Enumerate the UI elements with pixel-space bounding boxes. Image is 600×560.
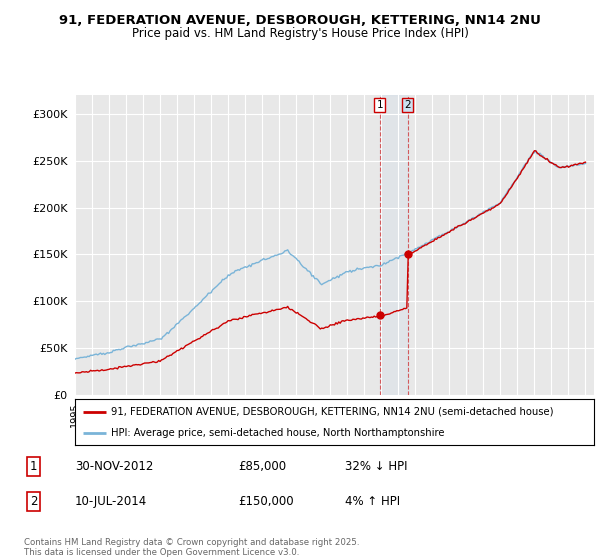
Text: £150,000: £150,000 — [238, 494, 294, 508]
Text: 2: 2 — [29, 494, 37, 508]
Text: £85,000: £85,000 — [238, 460, 286, 473]
Text: 91, FEDERATION AVENUE, DESBOROUGH, KETTERING, NN14 2NU: 91, FEDERATION AVENUE, DESBOROUGH, KETTE… — [59, 14, 541, 27]
Text: 1: 1 — [29, 460, 37, 473]
Text: 10-JUL-2014: 10-JUL-2014 — [75, 494, 147, 508]
Text: 1: 1 — [377, 100, 383, 110]
Text: 4% ↑ HPI: 4% ↑ HPI — [346, 494, 401, 508]
Text: 32% ↓ HPI: 32% ↓ HPI — [346, 460, 408, 473]
Text: 2: 2 — [404, 100, 411, 110]
Text: 91, FEDERATION AVENUE, DESBOROUGH, KETTERING, NN14 2NU (semi-detached house): 91, FEDERATION AVENUE, DESBOROUGH, KETTE… — [112, 407, 554, 417]
Bar — [380, 95, 407, 395]
Text: HPI: Average price, semi-detached house, North Northamptonshire: HPI: Average price, semi-detached house,… — [112, 428, 445, 438]
Text: Contains HM Land Registry data © Crown copyright and database right 2025.
This d: Contains HM Land Registry data © Crown c… — [24, 538, 359, 557]
Text: 30-NOV-2012: 30-NOV-2012 — [75, 460, 153, 473]
Text: Price paid vs. HM Land Registry's House Price Index (HPI): Price paid vs. HM Land Registry's House … — [131, 27, 469, 40]
